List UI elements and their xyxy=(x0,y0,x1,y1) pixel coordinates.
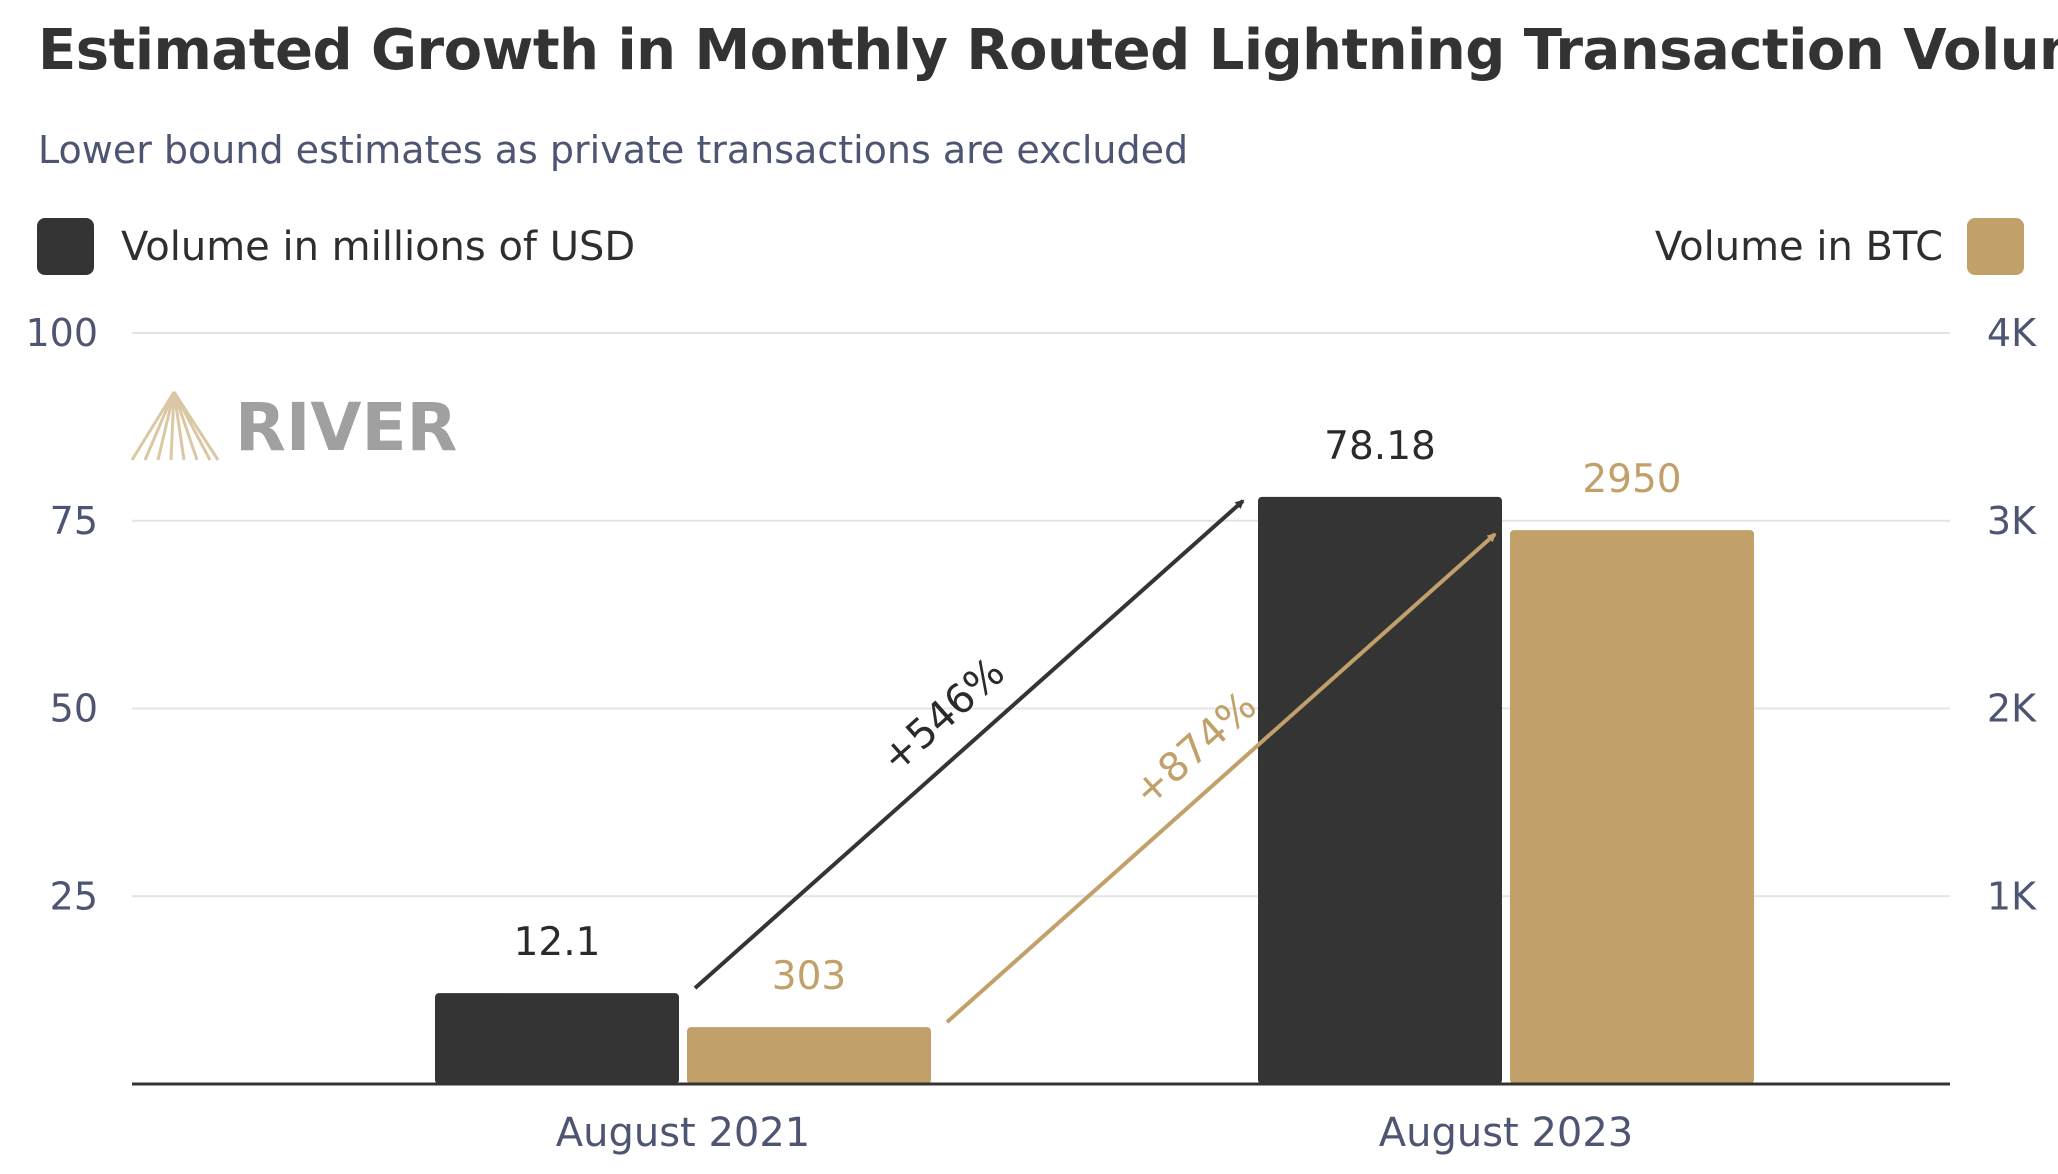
growth-label: +546% xyxy=(873,649,1014,782)
legend-label-btc: Volume in BTC xyxy=(1654,223,1943,270)
growth-label: +874% xyxy=(1125,683,1266,816)
right-axis-ticks: 1K 2K 3K 4K xyxy=(1987,311,2037,918)
growth-arrow xyxy=(693,499,1245,990)
x-category-label: August 2021 xyxy=(556,1110,811,1156)
right-tick-label: 4K xyxy=(1987,311,2037,355)
right-tick-label: 2K xyxy=(1987,687,2037,731)
value-label: 12.1 xyxy=(514,920,601,965)
bar-usd-1 xyxy=(435,993,679,1084)
bar-btc-1 xyxy=(687,1027,931,1084)
value-label: 78.18 xyxy=(1324,424,1436,469)
legend-label-usd: Volume in millions of USD xyxy=(121,223,636,270)
legend-usd: Volume in millions of USD xyxy=(37,218,635,275)
river-watermark: RIVER xyxy=(130,389,457,466)
value-label: 303 xyxy=(772,954,846,999)
left-tick-label: 50 xyxy=(50,687,98,731)
x-category-label: August 2023 xyxy=(1379,1110,1634,1156)
chart-subtitle: Lower bound estimates as private transac… xyxy=(38,128,1189,172)
bars xyxy=(435,496,1754,1085)
right-tick-label: 3K xyxy=(1987,499,2037,543)
river-logo-icon xyxy=(130,391,220,461)
bar-btc-2 xyxy=(1510,530,1754,1084)
left-tick-label: 100 xyxy=(25,311,98,355)
river-wordmark: RIVER xyxy=(235,389,457,466)
left-tick-label: 25 xyxy=(50,874,98,918)
bar-usd-2 xyxy=(1258,496,1502,1085)
left-tick-label: 75 xyxy=(50,499,98,543)
right-tick-label: 1K xyxy=(1987,874,2037,918)
legend-swatch-usd xyxy=(37,218,94,275)
legend-btc: Volume in BTC xyxy=(1655,218,2024,275)
growth-arrow xyxy=(945,532,1497,1024)
x-axis-categories: August 2021 August 2023 xyxy=(556,1110,1634,1156)
left-axis-ticks: 25 50 75 100 xyxy=(25,311,98,918)
value-label: 2950 xyxy=(1582,457,1681,502)
chart-title: Estimated Growth in Monthly Routed Light… xyxy=(38,18,2058,83)
legend-swatch-btc xyxy=(1967,218,2024,275)
value-labels: 12.1 303 78.18 2950 xyxy=(514,424,1682,999)
